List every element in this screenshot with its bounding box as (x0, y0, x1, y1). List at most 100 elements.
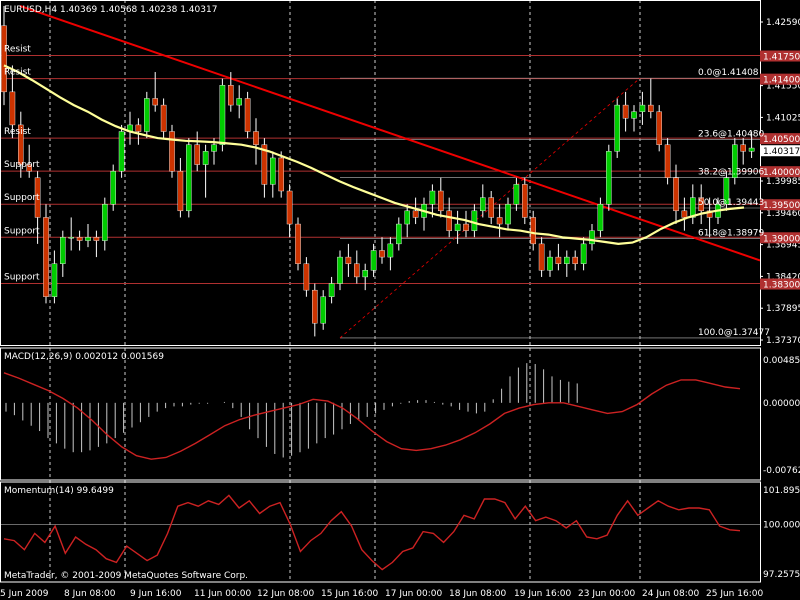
candle-body (614, 104, 620, 152)
y-tick-label: 1.37370 (766, 336, 800, 346)
candle-body (732, 144, 738, 178)
level-price-tag (760, 73, 800, 85)
candle-body (177, 170, 184, 212)
copyright-text: MetaTrader, © 2001-2009 MetaQuotes Softw… (4, 571, 248, 581)
macd-layer (3, 363, 741, 460)
momentum-y-tick-label: 100.0000 (763, 520, 800, 530)
candle-body (740, 144, 746, 152)
candle-body (43, 217, 49, 297)
candle-body (295, 223, 301, 264)
level-label: Support (4, 193, 40, 203)
candle-body (34, 177, 41, 218)
candle-body (370, 250, 377, 271)
grid-layer (49, 0, 763, 582)
candle-body (748, 147, 755, 152)
fib-level-label: 61.8@1.38979 (698, 229, 765, 239)
candle-body (101, 204, 108, 241)
candle-body (202, 151, 209, 165)
candle-body (547, 256, 553, 271)
candle-body (404, 210, 411, 225)
candle-body (564, 256, 570, 264)
current-price-tag (760, 145, 800, 157)
level-label: Support (4, 226, 40, 236)
candle-body (530, 217, 536, 245)
candle-body (505, 204, 511, 225)
candle-body (160, 104, 167, 132)
candle-body (1, 25, 7, 93)
candle-body (379, 250, 385, 258)
candle-body (354, 263, 360, 278)
level-price-tag (760, 50, 800, 62)
fib-level-label: 23.6@1.40480 (698, 129, 765, 139)
candle-body (320, 296, 327, 324)
fib-level-label: 0.0@1.41408 (698, 68, 759, 78)
x-tick-label: 11 Jun 00:00 (194, 589, 251, 599)
candle-body (169, 131, 175, 172)
macd-y-tick-label: 0.000000 (763, 399, 800, 409)
x-tick-label: 19 Jun 16:00 (514, 589, 571, 599)
levels-layer (0, 55, 760, 339)
candle-body (85, 237, 91, 241)
candle-body (362, 270, 369, 278)
candle-body (513, 184, 520, 205)
candle-body (211, 144, 217, 152)
candle-body (580, 243, 587, 264)
level-price-text: 1.39500 (763, 201, 800, 211)
candle-body (303, 263, 310, 291)
current-price-text: 1.40317 (763, 147, 800, 157)
candle-body (76, 237, 83, 241)
macd-title: MACD(12,26,9) 0.002012 0.001569 (4, 352, 164, 362)
candle-body (597, 204, 604, 231)
candle-body (463, 223, 469, 231)
candle-body (278, 157, 285, 192)
macd-panel-frame (0, 347, 761, 481)
moving-average-line (3, 64, 745, 246)
candle-body (185, 144, 192, 212)
candle-body (9, 91, 16, 126)
candle-body (438, 190, 444, 212)
y-tick-label: 1.39460 (766, 209, 800, 219)
level-price-tag (760, 232, 800, 244)
candle-body (606, 151, 612, 205)
level-price-tag (760, 166, 800, 178)
candle-body (135, 124, 142, 132)
candle-body (698, 197, 704, 212)
candle-body (631, 111, 637, 119)
candle-body (244, 98, 251, 132)
candle-body (328, 283, 335, 297)
level-label: Resist (4, 68, 31, 78)
x-tick-label: 15 Jun 16:00 (321, 589, 378, 599)
y-tick-label: 1.38945 (766, 241, 800, 251)
candle-body (622, 104, 629, 119)
candle-body (639, 104, 646, 112)
candle-body (26, 164, 33, 172)
candle-body (572, 256, 578, 264)
candle-body (538, 243, 545, 271)
y-tick-label: 1.41550 (766, 82, 800, 92)
candle-body (480, 197, 486, 212)
candle-body (555, 256, 562, 264)
level-label: Support (4, 273, 40, 283)
level-price-text: 1.39000 (763, 234, 800, 244)
frame-layer (0, 0, 761, 583)
candle-body (589, 230, 595, 245)
x-tick-label: 9 Jun 16:00 (130, 589, 182, 599)
momentum-layer (0, 494, 760, 571)
symbol-header: EURUSD,H4 1.40369 1.40568 1.40238 1.4031… (4, 5, 217, 15)
y-tick-label: 1.37895 (766, 304, 800, 314)
candle-body (446, 210, 453, 231)
y-tick-label: 1.38420 (766, 272, 800, 282)
momentum-y-tick-label: 97.2575 (763, 570, 800, 580)
candle-body (673, 177, 679, 212)
y-tick-label: 1.42590 (766, 18, 800, 28)
level-price-tag (760, 133, 800, 145)
trendline (19, 5, 760, 262)
momentum-panel-frame (0, 481, 761, 583)
level-price-text: 1.40500 (763, 135, 800, 145)
momentum-title: Momentum(14) 99.6499 (4, 486, 114, 496)
candle-body (522, 184, 528, 218)
candle-body (18, 124, 24, 165)
candle-body (93, 237, 100, 241)
y-tick-label: 1.41025 (766, 113, 800, 123)
